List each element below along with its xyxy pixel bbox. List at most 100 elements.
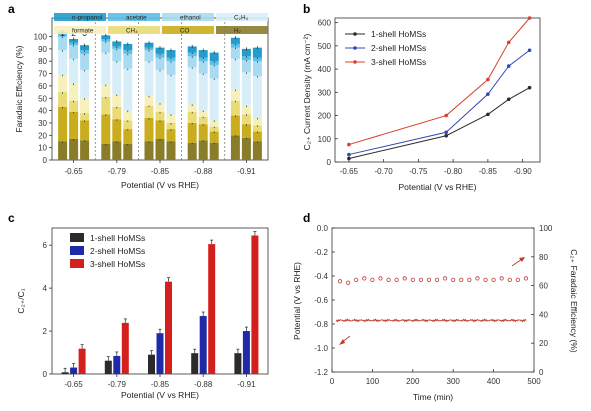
bar-segment (241, 48, 251, 57)
legend-label: CH₄ (126, 28, 138, 35)
legend-swatch (54, 26, 106, 34)
legend-label: n-propanol (72, 15, 102, 22)
bar-segment (144, 141, 154, 160)
y-tick-label: 0 (43, 370, 48, 379)
bar-segment (252, 125, 262, 132)
fe-point (426, 277, 432, 282)
bar-segment (252, 131, 262, 142)
bar-segment (198, 110, 208, 117)
fe-point (491, 277, 496, 282)
bar-segment (166, 50, 176, 58)
y-tick-label: 60 (38, 82, 47, 91)
bar-segment (80, 53, 90, 70)
bar-segment (187, 52, 197, 57)
fe-point (386, 277, 391, 282)
data-point (506, 64, 511, 68)
bar-segment (155, 53, 165, 58)
x-tick-label: -0.88 (194, 380, 213, 389)
bar-segment (241, 137, 251, 160)
legend-swatch (54, 13, 106, 21)
fe-point (410, 277, 415, 282)
bar-segment (112, 48, 122, 62)
arrow-head-right (519, 257, 525, 262)
bar-segment (155, 139, 165, 160)
y2-tick-label: 60 (539, 282, 548, 291)
bar-segment (123, 110, 133, 121)
bar (61, 372, 69, 374)
legend-label: 2-shell HoMSs (371, 43, 426, 53)
legend-marker (353, 60, 357, 64)
y-tick-label: 70 (38, 70, 47, 79)
x-tick-label: 0 (330, 377, 335, 386)
y-tick-label: 400 (318, 65, 332, 74)
bar-segment (58, 74, 68, 93)
data-point (506, 40, 511, 45)
legend-label: acetate (126, 15, 147, 22)
bar (104, 360, 112, 374)
bar-segment (101, 143, 111, 160)
panel-c-bar-chart: -0.65 -0.79 -0.85 -0.88 -0.91 0 2 4 6 1-shell HoM… (16, 227, 269, 400)
data-point (527, 85, 532, 90)
bar-segment (80, 45, 90, 51)
bar-segment (230, 37, 240, 44)
x-tick-label: -0.65 (64, 380, 83, 389)
bar-segment (209, 131, 219, 143)
legend-label: 1-shell HoMSs (371, 29, 426, 39)
x-tick-label: 100 (366, 377, 380, 386)
data-point (444, 130, 448, 135)
bar-segment (241, 72, 251, 106)
legend-swatch (108, 13, 160, 21)
bar-segment (166, 57, 176, 62)
bar-segment (187, 46, 197, 53)
y-tick-label: -0.4 (314, 272, 328, 281)
bar (208, 244, 216, 374)
fe-point (394, 277, 399, 282)
legend-label: C₂H₄ (234, 15, 249, 22)
legend-swatch (70, 246, 84, 255)
bar-segment (144, 61, 154, 96)
bar-segment (80, 120, 90, 141)
x-tick-label: 400 (487, 377, 501, 386)
panel-d-stability-chart: 0 100 200 300 400 5000.0-0.2-0.4-0.6-0.8-1.0-… (292, 224, 579, 402)
bar-segment (230, 100, 240, 116)
x-axis-title: Time (min) (413, 392, 453, 402)
y-tick-label: 50 (38, 94, 47, 103)
x-tick-label: -0.90 (514, 167, 533, 176)
bar-segment (252, 57, 262, 62)
bar-segment (123, 120, 133, 130)
y2-axis-title: C₂₊ Faradaic Efficiency (%) (569, 249, 579, 353)
legend-marker (353, 32, 357, 36)
bar-segment (155, 103, 165, 112)
bar-segment (252, 141, 262, 160)
bar-segment (80, 50, 90, 54)
fe-point (370, 277, 375, 282)
data-point (486, 112, 490, 117)
bar-segment (241, 124, 251, 138)
bar-segment (230, 58, 240, 90)
bar-segment (209, 64, 219, 79)
data-point (486, 77, 490, 82)
bar-segment (80, 113, 90, 121)
y-tick-label: -0.6 (314, 296, 328, 305)
x-tick-label: 500 (527, 377, 541, 386)
bar-segment (198, 57, 208, 62)
bar-segment (209, 120, 219, 127)
x-tick-label: -0.75 (409, 167, 428, 176)
bar-segment (58, 92, 68, 107)
bar-segment (144, 105, 154, 119)
bar-segment (209, 126, 219, 132)
y2-tick-label: 80 (539, 253, 548, 262)
x-tick-label: -0.65 (340, 167, 359, 176)
bar-segment (187, 122, 197, 143)
bar-segment (187, 111, 197, 123)
arrow-head-left (339, 339, 345, 345)
bar-segment (101, 114, 111, 144)
bar-segment (166, 114, 176, 123)
bar (70, 367, 78, 374)
bar-segment (187, 104, 197, 112)
bar-segment (166, 122, 176, 130)
x-tick-label: -0.70 (375, 167, 394, 176)
bar-segment (80, 140, 90, 160)
x-tick-label: -0.91 (237, 380, 256, 389)
x-tick-label: -0.79 (108, 380, 127, 389)
